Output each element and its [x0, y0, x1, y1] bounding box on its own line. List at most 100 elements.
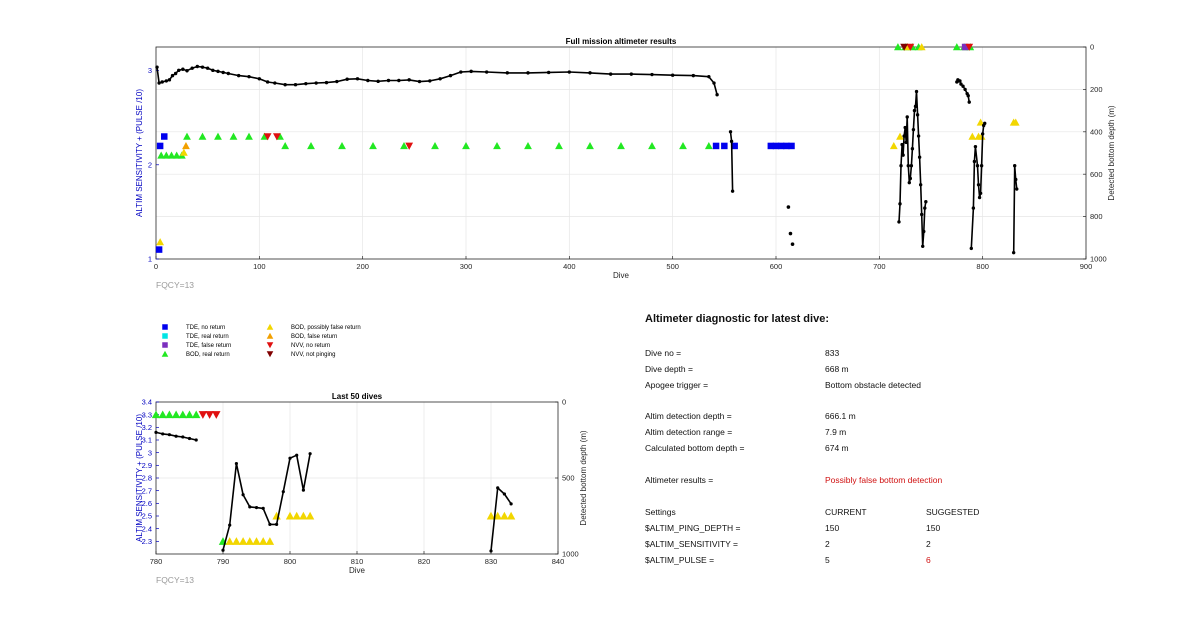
bod-possibly-false-marker	[245, 537, 254, 545]
y-right-tick-label: 600	[1090, 170, 1103, 179]
results-row: Altimeter results = Possibly false botto…	[645, 475, 1065, 487]
bod-real-return-marker	[151, 410, 161, 419]
plot-frame	[155, 46, 1087, 260]
bottom-depth-point	[923, 206, 927, 210]
bottom-depth-point	[650, 72, 654, 77]
bod-possibly-false-marker	[500, 511, 509, 520]
x-tick-label: 830	[485, 557, 498, 566]
bod-real-return-marker	[162, 151, 171, 159]
bottom-depth-point	[247, 74, 251, 79]
bottom-depth-point	[469, 69, 473, 74]
bottom-depth-point	[376, 79, 380, 84]
apogee-label: Apogee trigger =	[645, 380, 709, 390]
tde-real-return-legend-marker	[162, 333, 168, 339]
bottom-depth-point	[293, 83, 298, 87]
bod-possibly-false-marker	[299, 511, 308, 520]
bottom-depth-point	[160, 80, 164, 84]
y-left-tick-label: 2.7	[142, 486, 152, 495]
dive-no-value: 833	[825, 348, 840, 358]
bottom-depth-point	[502, 492, 506, 496]
bottom-depth-point	[707, 74, 711, 79]
apogee-value: Bottom obstacle detected	[825, 380, 921, 390]
bottom-depth-point	[226, 71, 231, 76]
bod-possibly-false-marker	[265, 537, 275, 545]
bod-real-return-marker	[192, 410, 201, 419]
dive-no-row: Dive no = 833	[645, 348, 1065, 360]
bottom-depth-point	[917, 155, 922, 159]
bottom-depth-point	[301, 488, 305, 492]
x-tick-label: 0	[154, 262, 158, 271]
x-tick-label: 820	[418, 557, 431, 566]
x-tick-label: 800	[976, 262, 989, 271]
bottom-depth-point	[509, 502, 513, 506]
bottom-depth-point	[905, 115, 909, 119]
bottom-depth-line	[898, 90, 927, 248]
bottom-depth-point	[324, 80, 329, 85]
setting-row: $ALTIM_PING_DEPTH = 150 150	[645, 523, 1065, 535]
bottom-depth-point	[712, 81, 716, 85]
setting-current: 5	[825, 555, 830, 565]
bottom-depth-point	[417, 79, 422, 84]
bottom-depth-point	[288, 456, 292, 460]
nvv-no-return-marker	[906, 43, 915, 51]
chart-title: Full mission altimeter results	[566, 37, 677, 46]
setting-row: $ALTIM_PULSE = 5 6	[645, 555, 1065, 567]
y-right-tick-label: 1000	[562, 550, 579, 559]
altim-depth-row: Altim detection depth = 666.1 m	[645, 411, 1065, 423]
bottom-depth-point	[167, 433, 171, 437]
y-left-axis-label: ALTIM SENSITIVITY + (PULSE /10)	[135, 89, 144, 217]
tde-no-return-marker	[783, 142, 790, 150]
dive-depth-row: Dive depth = 668 m	[645, 364, 1065, 376]
bottom-depth-line	[156, 65, 718, 95]
x-tick-label: 200	[356, 262, 369, 271]
setting-row: $ALTIM_SENSITIVITY = 2 2	[645, 539, 1065, 551]
x-tick-label: 790	[217, 557, 230, 566]
bottom-depth-point	[181, 67, 185, 71]
nvv-no-return-marker	[212, 411, 221, 419]
tde-no-return-marker	[767, 142, 775, 150]
nvv-no-return-marker	[965, 43, 974, 51]
bottom-depth-point	[567, 70, 572, 74]
tde-no-return-marker	[777, 142, 785, 150]
chart-title: Last 50 dives	[332, 392, 383, 401]
tde-no-return-marker	[156, 142, 164, 150]
y-right-tick-label: 1000	[1090, 255, 1107, 264]
bod-possibly-false-marker	[259, 537, 268, 545]
bottom-depth-point	[505, 71, 510, 75]
bottom-depth-point	[221, 70, 225, 75]
bod-possibly-false-marker	[976, 118, 985, 126]
dive-depth-label: Dive depth =	[645, 364, 693, 374]
bottom-depth-point	[963, 87, 967, 92]
bottom-depth-point	[901, 153, 905, 157]
bottom-depth-point	[236, 73, 241, 78]
bod-real-return-marker	[183, 132, 191, 140]
bottom-depth-point	[268, 522, 272, 526]
bottom-depth-point	[1014, 177, 1018, 182]
y-left-tick-label: 2.4	[142, 524, 152, 533]
bottom-depth-point	[546, 70, 551, 75]
y-left-tick-label: 2.6	[142, 499, 152, 508]
bod-possibly-false-marker	[486, 511, 496, 520]
y-left-tick-label: 2.3	[142, 537, 152, 546]
setting-suggested: 150	[926, 523, 941, 533]
legend-label: BOD, real return	[186, 352, 230, 358]
bottom-depth-point	[211, 68, 215, 73]
bottom-depth-point	[976, 183, 981, 187]
bottom-depth-point	[386, 78, 391, 83]
legend-label: TDE, false return	[186, 343, 231, 349]
bottom-depth-point	[786, 205, 791, 209]
y-right-tick-label: 200	[1090, 85, 1103, 94]
setting-current: 2	[825, 539, 830, 549]
bottom-depth-point	[366, 78, 370, 83]
marker-legend: TDE, no return TDE, real return TDE, false…	[161, 323, 361, 358]
tde-no-return-marker	[788, 142, 795, 150]
legend-label: TDE, no return	[186, 325, 225, 331]
bod-possibly-false-marker	[305, 511, 315, 520]
dive-no-label: Dive no =	[645, 348, 682, 358]
bod-possibly-false-marker	[917, 43, 926, 51]
bottom-depth-point	[1015, 187, 1019, 191]
bottom-depth-point	[254, 506, 259, 510]
bottom-depth-point	[902, 134, 906, 138]
bottom-depth-point	[164, 79, 169, 83]
bottom-depth-point	[190, 66, 194, 70]
